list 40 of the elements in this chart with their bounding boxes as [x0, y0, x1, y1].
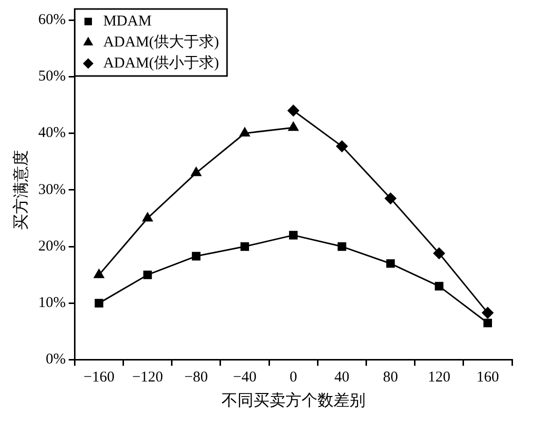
x-axis-title: 不同买卖方个数差别	[221, 392, 366, 410]
x-tick-label: 80	[383, 370, 398, 386]
x-tick-label: −80	[184, 370, 208, 386]
legend-label: ADAM(供小于求)	[103, 54, 220, 72]
point	[240, 128, 250, 137]
legend-label: ADAM(供大于求)	[103, 33, 220, 50]
x-tick-label: −160	[84, 370, 114, 386]
y-axis-title: 买方满意度	[12, 150, 30, 230]
point	[483, 318, 492, 328]
x-tick-label: −120	[132, 370, 164, 386]
point	[384, 192, 396, 204]
x-tick-label: 40	[334, 370, 350, 386]
point	[434, 282, 444, 290]
point	[482, 307, 494, 319]
point	[288, 122, 298, 131]
y-tick-label: 20%	[38, 238, 66, 254]
point	[192, 252, 200, 260]
y-tick-label: 60%	[38, 12, 66, 28]
y-tick-label: 40%	[38, 125, 66, 142]
x-tick-label: 0	[290, 370, 298, 386]
y-tick-label: 50%	[38, 68, 66, 85]
point	[240, 242, 250, 251]
point	[142, 212, 153, 222]
point	[288, 104, 300, 116]
y-tick-label: 0%	[46, 352, 66, 368]
point	[386, 259, 395, 268]
y-tick-label: 30%	[38, 182, 66, 198]
point	[143, 270, 152, 280]
point	[336, 140, 348, 152]
x-tick-label: −40	[233, 370, 256, 386]
point	[289, 230, 298, 240]
point	[94, 269, 104, 278]
y-tick-label: 10%	[38, 295, 66, 312]
x-tick-label: 160	[476, 370, 499, 386]
point	[433, 248, 445, 260]
x-tick-label: 120	[428, 370, 450, 386]
point	[338, 242, 346, 251]
point	[94, 298, 104, 308]
point	[191, 167, 202, 176]
legend-label: MDAM	[103, 13, 152, 30]
